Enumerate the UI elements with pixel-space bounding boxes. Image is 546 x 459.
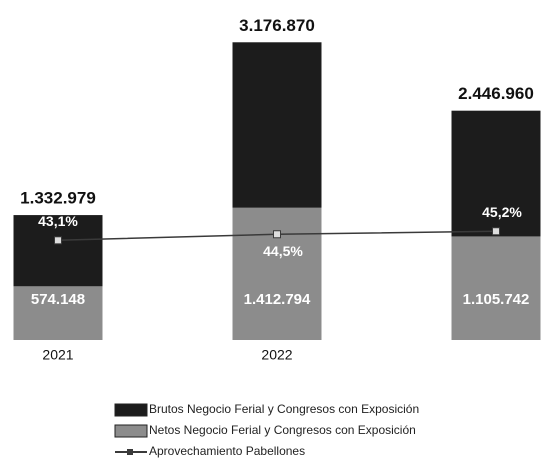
x-tick-label: 2022	[261, 347, 292, 363]
x-tick-label: 2021	[42, 347, 73, 363]
line-marker	[492, 227, 500, 236]
legend-label: Netos Negocio Ferial y Congresos con Exp…	[149, 423, 416, 437]
legend-label: Aprovechamiento Pabellones	[149, 444, 305, 458]
line-marker	[273, 230, 281, 239]
bar	[451, 236, 541, 340]
bar	[232, 207, 322, 340]
value-label: 574.148	[31, 291, 85, 308]
legend-swatch	[114, 403, 148, 417]
percent-label: 43,1%	[38, 213, 78, 229]
total-label: 3.176.870	[239, 16, 315, 35]
value-label: 1.412.794	[244, 291, 311, 308]
legend-label: Brutos Negocio Ferial y Congresos con Ex…	[149, 402, 419, 416]
legend-swatch	[114, 424, 148, 438]
total-label: 2.446.960	[458, 84, 534, 103]
line-marker	[54, 236, 62, 245]
bar	[13, 286, 103, 340]
total-label: 1.332.979	[20, 189, 96, 208]
legend-swatch	[127, 449, 133, 455]
value-label: 1.105.742	[463, 291, 530, 308]
percent-label: 44,5%	[263, 243, 303, 259]
percent-label: 45,2%	[482, 204, 522, 220]
